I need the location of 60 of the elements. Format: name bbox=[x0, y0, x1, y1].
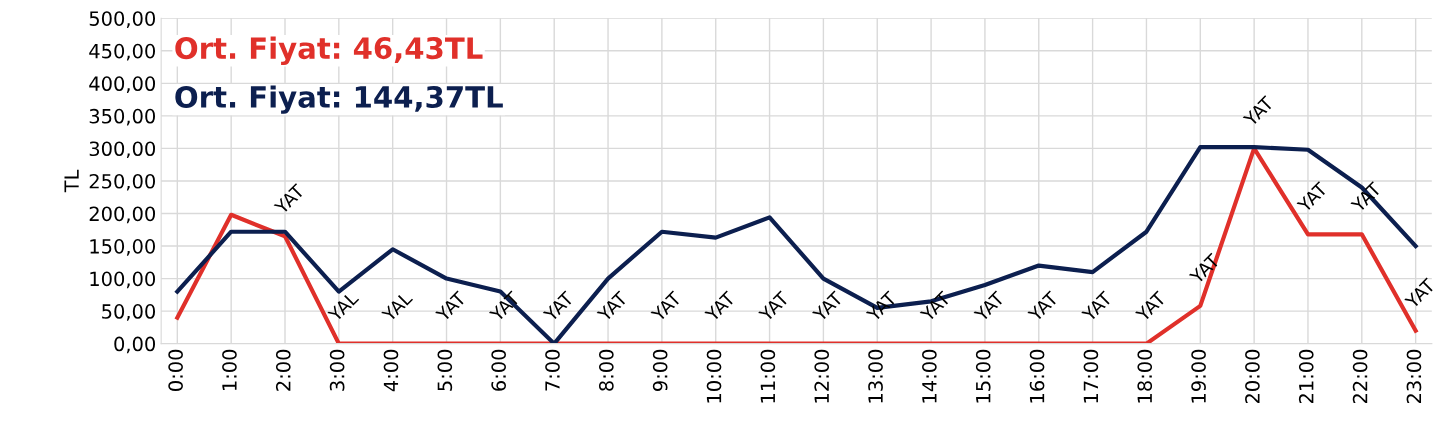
x-tick-label: 0:00 bbox=[168, 349, 183, 391]
x-tick-label: 19:00 bbox=[1191, 349, 1206, 403]
annotation: YAT bbox=[1135, 290, 1167, 323]
annotation: YAT bbox=[919, 290, 952, 323]
y-tick-label: 50,00 bbox=[102, 304, 156, 321]
x-tick-label: 4:00 bbox=[383, 349, 399, 392]
annotation: YAT bbox=[596, 290, 629, 323]
x-tick-label: 12:00 bbox=[814, 349, 830, 403]
annotation: YAT bbox=[1188, 252, 1221, 285]
x-tick-label: 2:00 bbox=[275, 349, 291, 391]
annotation: YAT bbox=[488, 290, 521, 323]
x-tick-label: 8:00 bbox=[598, 349, 614, 391]
annotation: YAT bbox=[973, 290, 1006, 323]
y-tick-label: 300,00 bbox=[89, 141, 156, 159]
annotation: YAT bbox=[1404, 277, 1436, 310]
y-axis-title: TL bbox=[64, 169, 79, 193]
y-tick-label: 450,00 bbox=[89, 43, 156, 61]
x-tick-label: 9:00 bbox=[652, 349, 668, 391]
x-tick-label: 10:00 bbox=[706, 349, 722, 403]
x-tick-label: 16:00 bbox=[1029, 349, 1045, 403]
annotation: YAT bbox=[1027, 290, 1060, 323]
x-tick-label: 15:00 bbox=[975, 349, 991, 403]
annotation: YAT bbox=[542, 290, 575, 323]
annotation: Ort. Fiyat: 46,43TL bbox=[175, 36, 483, 66]
y-tick-label: 250,00 bbox=[89, 173, 156, 191]
x-tick-label: 7:00 bbox=[545, 349, 560, 391]
annotation: YAT bbox=[1350, 181, 1383, 213]
x-tick-label: 11:00 bbox=[760, 349, 776, 403]
annotation: YAT bbox=[1242, 95, 1275, 128]
y-tick-label: 500,00 bbox=[89, 11, 156, 28]
annotation: YAT bbox=[865, 290, 898, 323]
x-tick-label: 23:00 bbox=[1406, 349, 1422, 404]
x-tick-label: 21:00 bbox=[1298, 349, 1314, 404]
x-tick-label: 20:00 bbox=[1245, 349, 1260, 404]
annotation: YAT bbox=[650, 290, 683, 323]
annotation: YAT bbox=[273, 183, 306, 215]
y-tick-label: 350,00 bbox=[89, 108, 156, 126]
annotation: YAL bbox=[381, 290, 414, 323]
x-tick-label: 17:00 bbox=[1083, 349, 1099, 403]
x-tick-label: 3:00 bbox=[329, 349, 345, 391]
annotation: YAL bbox=[327, 290, 360, 323]
x-tick-label: 14:00 bbox=[922, 349, 937, 403]
y-tick-label: 200,00 bbox=[89, 206, 156, 224]
y-tick-label: 400,00 bbox=[89, 76, 156, 93]
annotation: YAT bbox=[811, 290, 844, 323]
x-tick-label: 13:00 bbox=[868, 349, 883, 403]
annotation: YAT bbox=[1081, 290, 1113, 323]
annotation: YAT bbox=[758, 290, 790, 323]
annotation: YAT bbox=[704, 290, 737, 323]
y-tick-label: 150,00 bbox=[90, 238, 156, 256]
x-tick-label: 6:00 bbox=[491, 349, 507, 391]
annotation: YAT bbox=[435, 290, 467, 323]
annotation: Ort. Fiyat: 144,37TL bbox=[175, 85, 503, 114]
x-tick-label: 1:00 bbox=[222, 349, 237, 391]
y-tick-label: 100,00 bbox=[90, 271, 156, 289]
annotation: YAT bbox=[1296, 181, 1329, 213]
x-tick-label: 5:00 bbox=[437, 349, 453, 391]
x-tick-label: 18:00 bbox=[1137, 349, 1153, 403]
y-tick-label: 0,00 bbox=[114, 336, 156, 354]
x-tick-label: 22:00 bbox=[1352, 349, 1368, 404]
